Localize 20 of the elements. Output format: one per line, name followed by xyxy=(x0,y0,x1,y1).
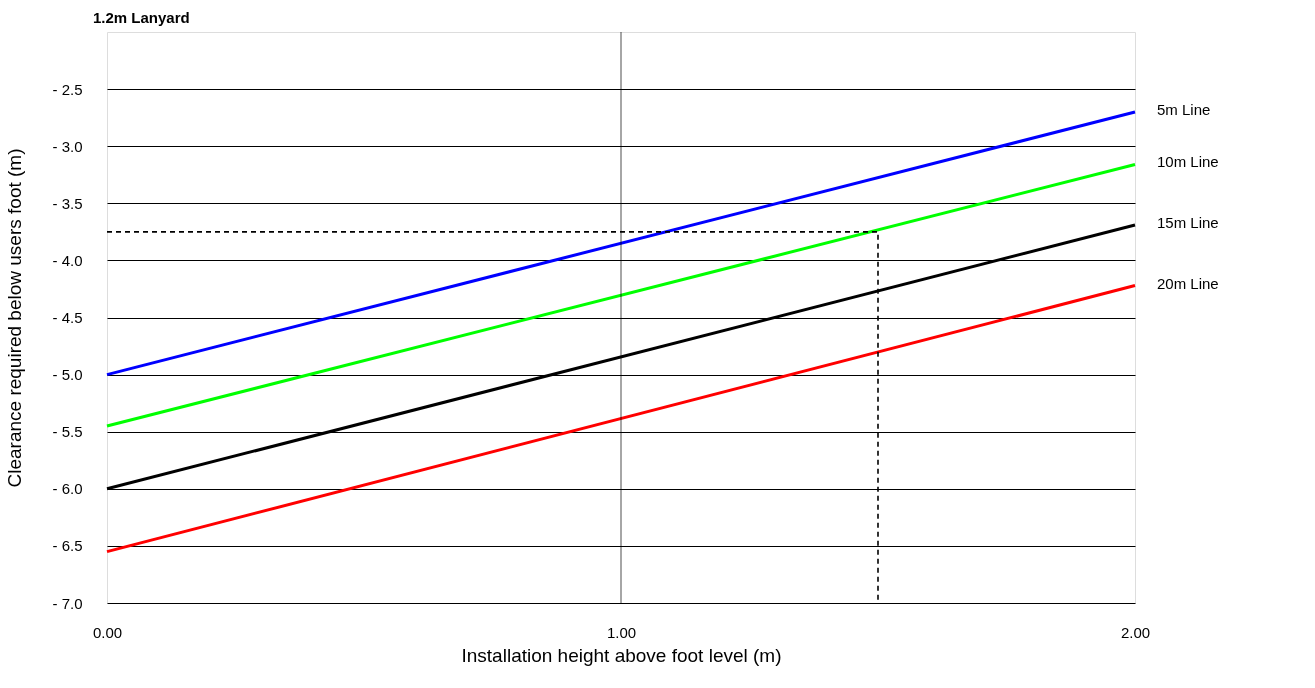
y-tick-label: - 6.5 xyxy=(52,537,83,555)
x-tick-label: 1.00 xyxy=(606,623,637,641)
y-tick-label: - 7.0 xyxy=(52,594,83,612)
y-tick-label: - 3.5 xyxy=(52,194,83,212)
y-tick-label: - 4.0 xyxy=(52,251,83,269)
y-tick-label: - 2.5 xyxy=(52,80,83,98)
y-tick-label: - 6.0 xyxy=(52,480,83,498)
y-tick-label: - 3.0 xyxy=(52,137,83,155)
y-axis-title: Clearance required below users foot (m) xyxy=(3,148,25,488)
y-tick-label: - 5.5 xyxy=(52,423,83,441)
series-label: 20m Line xyxy=(1157,274,1219,292)
series-label: 15m Line xyxy=(1157,214,1219,231)
y-tick-label: - 4.5 xyxy=(52,309,83,326)
y-tick-label: - 5.0 xyxy=(52,366,83,384)
x-axis-title: Installation height above foot level (m) xyxy=(461,644,782,666)
x-tick-label: 0.00 xyxy=(92,623,123,641)
series-label: 5m Line xyxy=(1157,100,1211,118)
x-tick-label: 2.00 xyxy=(1120,623,1151,641)
series-label: 10m Line xyxy=(1157,153,1219,171)
chart-title: 1.2m Lanyard xyxy=(93,8,190,26)
